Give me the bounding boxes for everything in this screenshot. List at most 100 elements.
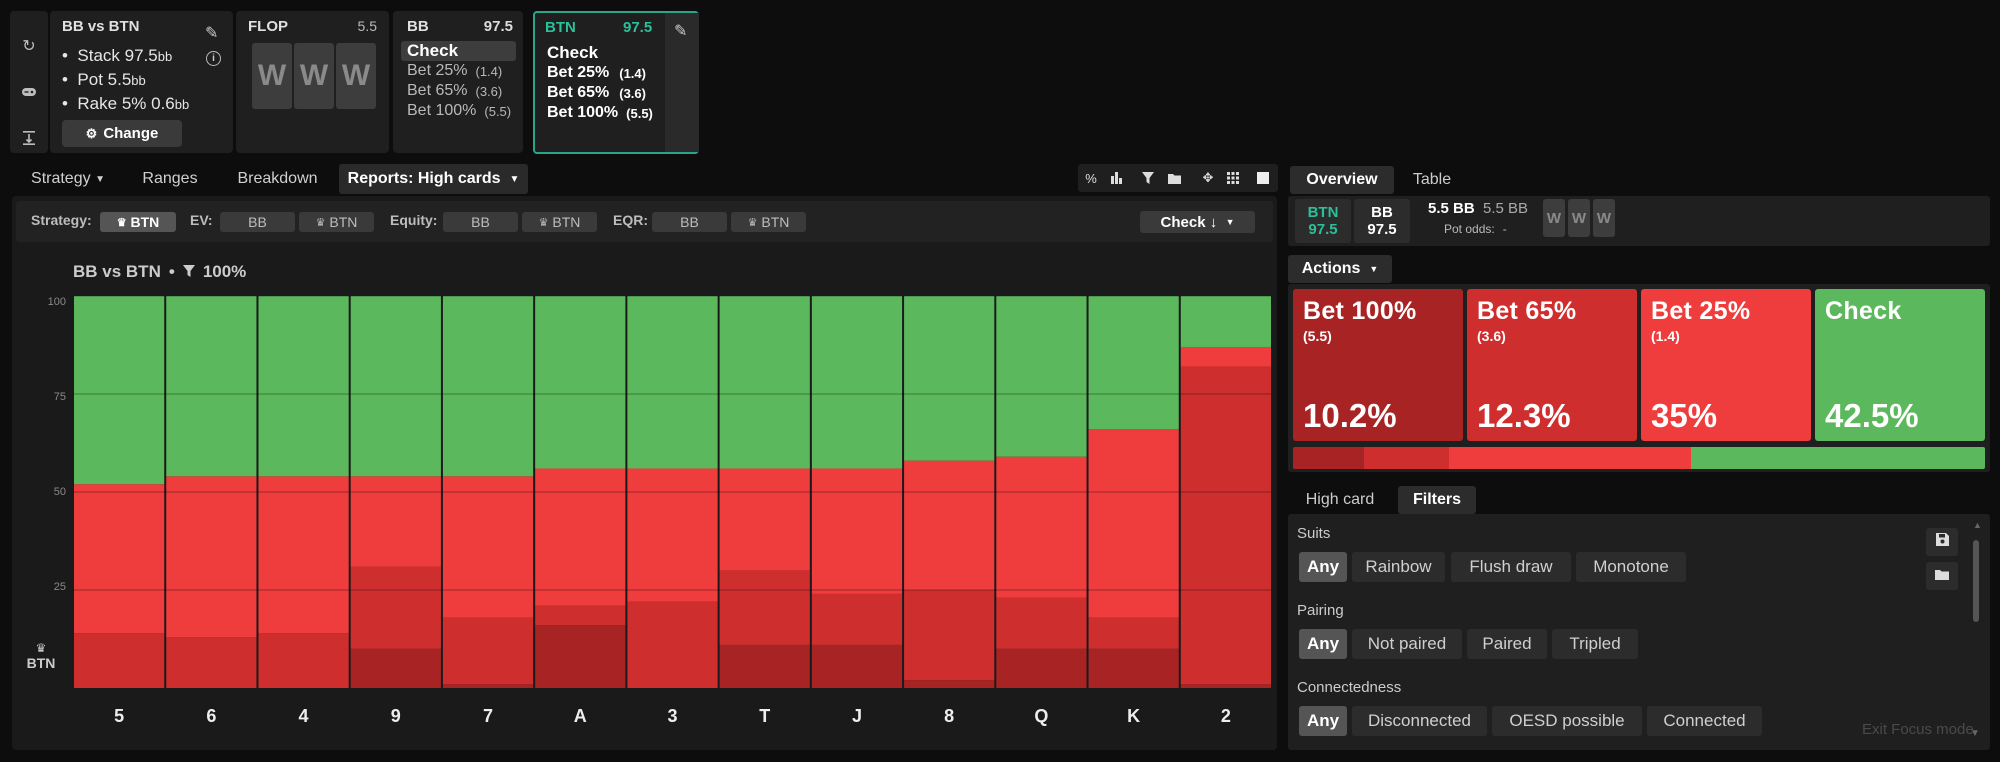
action-select[interactable]: Check ↓ ▼ — [1140, 211, 1255, 233]
suits-rainbow[interactable]: Rainbow — [1352, 552, 1445, 582]
tab-filters[interactable]: Filters — [1398, 486, 1476, 514]
change-button[interactable]: ⚙ Change — [62, 120, 182, 147]
square-icon[interactable] — [1252, 166, 1274, 190]
connectedness-any[interactable]: Any — [1299, 706, 1347, 736]
connectedness-oesd[interactable]: OESD possible — [1492, 706, 1642, 736]
gamepad-icon[interactable] — [18, 81, 40, 103]
action-label: Bet 65% — [547, 84, 610, 101]
tab-high-card[interactable]: High card — [1290, 486, 1390, 514]
grid-icon[interactable] — [1222, 166, 1244, 190]
game-title: BB vs BTN — [62, 18, 140, 35]
flop-card[interactable]: FLOP 5.5 W W W — [236, 11, 389, 153]
equity-bb-chip[interactable]: BB — [443, 212, 518, 232]
bb-action-check[interactable]: Check — [401, 41, 516, 61]
exit-focus-link[interactable]: Exit Focus mode — [1862, 721, 1974, 738]
filter-icon — [182, 262, 195, 282]
crown-icon: ♛ — [538, 216, 549, 229]
chip-label: BTN — [130, 214, 160, 230]
pairing-not-paired[interactable]: Not paired — [1352, 629, 1462, 659]
tab-label: Reports: High cards — [347, 170, 501, 187]
edit-icon[interactable]: ✎ — [205, 25, 219, 42]
option-label: Connected — [1663, 711, 1746, 730]
action-size: (5.5) — [484, 103, 512, 119]
action-label: Bet 25% — [407, 62, 468, 79]
bar-segment-bet25 — [350, 476, 441, 567]
btn-action-check[interactable]: Check — [541, 43, 663, 63]
bar-segment-check — [350, 296, 441, 477]
bar-chart-icon[interactable] — [1105, 166, 1127, 190]
connectedness-connected[interactable]: Connected — [1647, 706, 1762, 736]
btn-summary-chip[interactable]: BTN 97.5 — [1295, 199, 1351, 243]
bb-summary-chip[interactable]: BB 97.5 — [1354, 199, 1410, 243]
eqr-bb-chip[interactable]: BB — [652, 212, 727, 232]
y-tick-label: 100 — [47, 296, 66, 308]
percent-icon[interactable]: % — [1085, 170, 1097, 186]
actions-dropdown[interactable]: Actions ▼ — [1288, 255, 1392, 283]
frequency-bar — [1293, 447, 1985, 469]
tile-name: Bet 100% — [1303, 297, 1417, 325]
btn-action-bet25[interactable]: Bet 25% (1.4) — [541, 63, 663, 83]
x-tick-label: 9 — [390, 706, 401, 726]
scrollbar-thumb[interactable] — [1973, 540, 1979, 622]
action-tile-check[interactable]: Check 42.5% — [1815, 289, 1985, 441]
bb-action-bet65[interactable]: Bet 65% (3.6) — [401, 81, 516, 101]
ev-bb-chip[interactable]: BB — [220, 212, 295, 232]
option-label: Rainbow — [1365, 557, 1432, 576]
eqr-btn-chip[interactable]: ♛ BTN — [731, 212, 806, 232]
action-tile-bet100[interactable]: Bet 100% (5.5) 10.2% — [1293, 289, 1463, 441]
btn-node-card: BTN 97.5 ✎ Check Bet 25% (1.4) Bet 65% (3.… — [533, 11, 699, 154]
edit-icon[interactable]: ✎ — [674, 23, 688, 40]
btn-node-stack: 97.5 — [623, 19, 653, 36]
suits-any[interactable]: Any — [1299, 552, 1347, 582]
scroll-up-icon[interactable]: ▲ — [1973, 520, 1982, 530]
suits-flush-draw[interactable]: Flush draw — [1451, 552, 1571, 582]
btn-summary-stack: 97.5 — [1308, 221, 1338, 238]
save-button[interactable] — [1926, 528, 1958, 556]
folder-icon[interactable] — [1163, 166, 1185, 190]
tab-breakdown[interactable]: Breakdown — [225, 164, 330, 194]
action-size: (1.4) — [475, 63, 503, 79]
action-label: Bet 100% — [547, 104, 619, 121]
filter-icon[interactable] — [1137, 166, 1159, 190]
pairing-paired[interactable]: Paired — [1467, 629, 1547, 659]
action-label: Bet 100% — [407, 102, 477, 119]
bar-segment-bet100 — [350, 648, 441, 688]
bar-segment-check — [904, 296, 995, 461]
collapse-icon[interactable] — [18, 127, 40, 149]
chevron-down-icon: ▼ — [95, 173, 105, 185]
pairing-tripled[interactable]: Tripled — [1552, 629, 1638, 659]
equity-btn-chip[interactable]: ♛ BTN — [522, 212, 597, 232]
bar-segment-bet100 — [442, 684, 534, 688]
board-card: W — [336, 43, 376, 109]
tab-reports[interactable]: Reports: High cards ▼ — [339, 164, 528, 194]
load-button[interactable] — [1926, 562, 1958, 590]
flop-title: FLOP — [248, 18, 288, 35]
bb-action-bet25[interactable]: Bet 25% (1.4) — [401, 61, 516, 81]
tab-overview[interactable]: Overview — [1290, 166, 1394, 194]
option-label: Monotone — [1593, 557, 1669, 576]
compress-icon[interactable]: ✥ — [1202, 170, 1214, 185]
tab-ranges[interactable]: Ranges — [130, 164, 210, 194]
bb-action-bet100[interactable]: Bet 100% (5.5) — [401, 101, 516, 121]
btn-action-bet65[interactable]: Bet 65% (3.6) — [541, 83, 663, 103]
scroll-down-icon[interactable]: ▼ — [1970, 728, 1980, 739]
suits-monotone[interactable]: Monotone — [1576, 552, 1686, 582]
action-tile-bet65[interactable]: Bet 65% (3.6) 12.3% — [1467, 289, 1637, 441]
reset-icon[interactable]: ↻ — [22, 38, 36, 55]
tile-pct: 42.5% — [1825, 397, 1919, 434]
tab-table[interactable]: Table — [1400, 166, 1464, 194]
connectedness-disconnected[interactable]: Disconnected — [1352, 706, 1487, 736]
strategy-btn-chip[interactable]: ♛ BTN — [100, 212, 176, 232]
pairing-any[interactable]: Any — [1299, 629, 1347, 659]
bar-segment-check — [811, 296, 903, 469]
bar-segment-bet100 — [719, 644, 810, 688]
action-tile-bet25[interactable]: Bet 25% (1.4) 35% — [1641, 289, 1811, 441]
tab-strategy[interactable]: Strategy ▼ — [18, 164, 118, 194]
btn-action-bet100[interactable]: Bet 100% (5.5) — [541, 103, 663, 123]
pot-odds-value: - — [1502, 222, 1507, 236]
bar-segment-bet65 — [1180, 366, 1271, 685]
ev-btn-chip[interactable]: ♛ BTN — [299, 212, 374, 232]
info-icon[interactable]: i — [206, 51, 221, 66]
x-tick-label: Q — [1034, 706, 1049, 726]
y-tick-label: 25 — [53, 581, 66, 593]
